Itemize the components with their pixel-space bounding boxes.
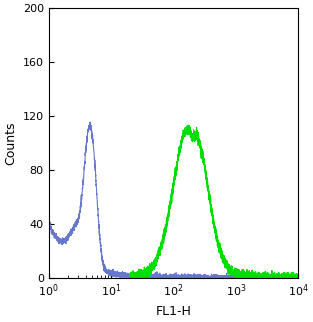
X-axis label: FL1-H: FL1-H — [156, 305, 192, 318]
Y-axis label: Counts: Counts — [4, 121, 17, 165]
